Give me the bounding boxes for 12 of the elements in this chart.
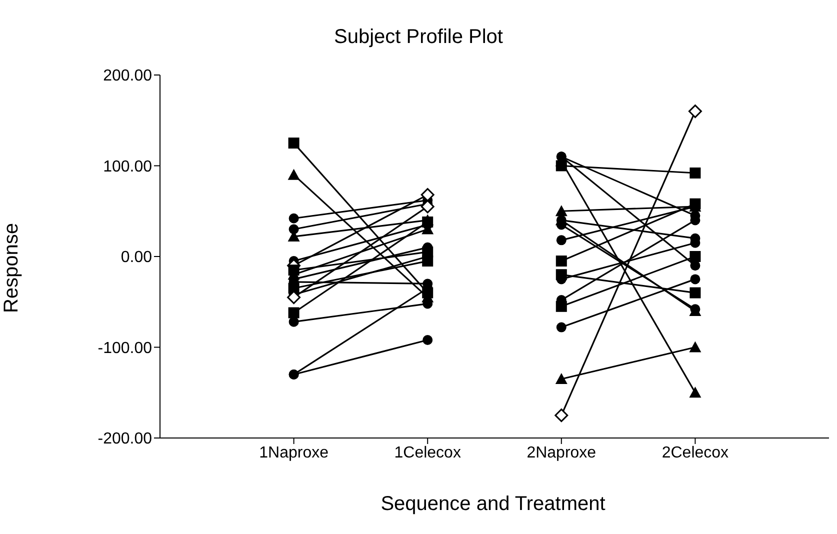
x-axis-title: Sequence and Treatment — [380, 493, 606, 516]
x-tick-label: 2Celecox — [662, 444, 729, 462]
y-tick-label: -200.00 — [98, 430, 152, 448]
y-axis-title: Response — [0, 222, 24, 314]
y-tick-label: 0.00 — [120, 249, 152, 266]
x-tick-label: 2Naproxe — [526, 444, 596, 462]
y-tick-label: -100.00 — [98, 340, 152, 357]
x-tick-label: 1Celecox — [394, 444, 461, 462]
y-tick-label: 200.00 — [103, 68, 152, 85]
chart-title: Subject Profile Plot — [333, 26, 504, 49]
y-tick-label: 100.00 — [103, 158, 152, 176]
x-tick-label: 1Naproxe — [259, 444, 329, 462]
